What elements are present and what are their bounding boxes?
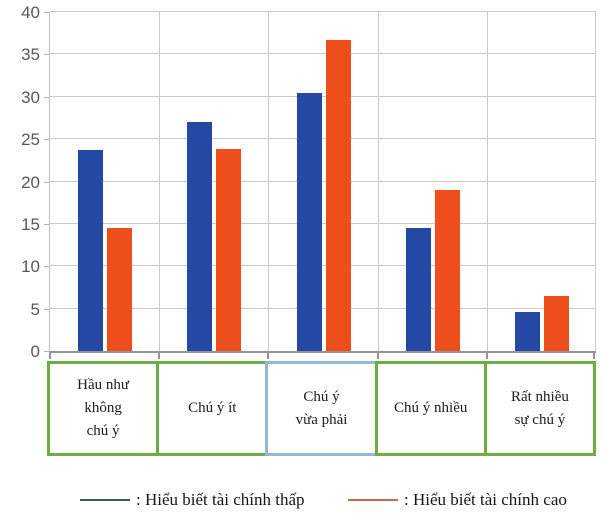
y-tick-mark-35 [44, 54, 49, 56]
category-label-line: Hầu như [77, 377, 130, 393]
y-tick-mark-0 [44, 351, 49, 352]
category-label-line: chú ý [86, 423, 120, 439]
bar-low-2 [296, 92, 322, 351]
gridline-y-30 [50, 95, 596, 97]
y-tick-label-35: 35 [21, 45, 40, 65]
gridline-y-25 [50, 138, 596, 140]
category-box-1: Chú ý ít [156, 361, 269, 456]
x-tick-mark-5 [593, 353, 595, 359]
y-tick-label-10: 10 [21, 257, 40, 277]
y-tick-mark-40 [44, 12, 49, 13]
gridline-y-40 [50, 11, 596, 12]
bar-low-4 [514, 312, 540, 351]
gridline-x-4 [486, 12, 488, 351]
bar-low-3 [405, 228, 431, 351]
y-tick-label-0: 0 [30, 342, 40, 361]
gridline-y-15 [50, 222, 596, 224]
legend-item-high: : Hiểu biết tài chính cao [348, 490, 567, 510]
x-tick-mark-3 [376, 353, 379, 359]
gridline-y-10 [50, 265, 596, 267]
category-label-line: Chú ý [303, 388, 340, 405]
gridline-y-20 [50, 180, 596, 182]
y-tick-label-25: 25 [21, 130, 40, 150]
bar-high-1 [216, 149, 242, 351]
category-box-2: Chú ý vừa phải [265, 361, 378, 456]
y-tick-label-20: 20 [21, 172, 40, 192]
legend-label-low: : Hiểu biết tài chính thấp [136, 490, 305, 509]
legend-line-high [348, 499, 398, 501]
y-tick-mark-30 [44, 96, 49, 98]
bar-high-2 [325, 39, 351, 351]
plot-area [49, 11, 596, 353]
category-box-0: Hầu như không chú ý [47, 361, 160, 456]
category-label-line: vừa phải [295, 411, 348, 428]
y-tick-label-5: 5 [30, 299, 40, 319]
gridline-y-35 [50, 53, 596, 55]
gridline-x-3 [377, 12, 379, 351]
y-tick-label-40: 40 [21, 3, 40, 22]
gridline-x-2 [268, 12, 270, 351]
gridline-y-5 [50, 307, 596, 309]
bar-low-0 [78, 150, 104, 351]
y-tick-label-15: 15 [21, 214, 40, 234]
category-box-3: Chú ý nhiều [374, 361, 487, 456]
x-tick-mark-1 [158, 353, 161, 359]
category-box-4: Rất nhiều sự chú ý [483, 361, 597, 456]
gridline-x-5 [595, 12, 596, 351]
x-tick-mark-4 [485, 353, 488, 359]
x-tick-mark-0 [49, 353, 51, 359]
category-label-line: Rất nhiều [510, 388, 569, 405]
legend-label-high: : Hiểu biết tài chính cao [404, 490, 567, 509]
category-label-row: Hầu như không chú ý Chú ý ít Chú ý vừa phải Ch… [47, 361, 597, 456]
y-tick-mark-25 [44, 139, 49, 141]
y-tick-label-30: 30 [21, 87, 40, 107]
y-tick-mark-5 [44, 308, 49, 310]
category-label-line: Chú ý nhiều [394, 400, 468, 416]
category-label-line: Chú ý ít [188, 400, 237, 416]
bar-high-3 [434, 189, 460, 351]
bar-low-1 [187, 122, 213, 351]
y-tick-mark-10 [44, 266, 49, 268]
legend-line-low [80, 499, 130, 501]
gridline-x-1 [159, 12, 161, 351]
legend-item-low: : Hiểu biết tài chính thấp [80, 490, 305, 510]
category-label-line: không [84, 400, 122, 416]
y-tick-mark-20 [44, 181, 49, 183]
bar-high-4 [543, 295, 569, 351]
x-tick-mark-2 [267, 353, 270, 359]
category-label-line: sự chú ý [514, 411, 566, 428]
y-tick-mark-15 [44, 223, 49, 225]
bar-high-0 [107, 228, 133, 351]
